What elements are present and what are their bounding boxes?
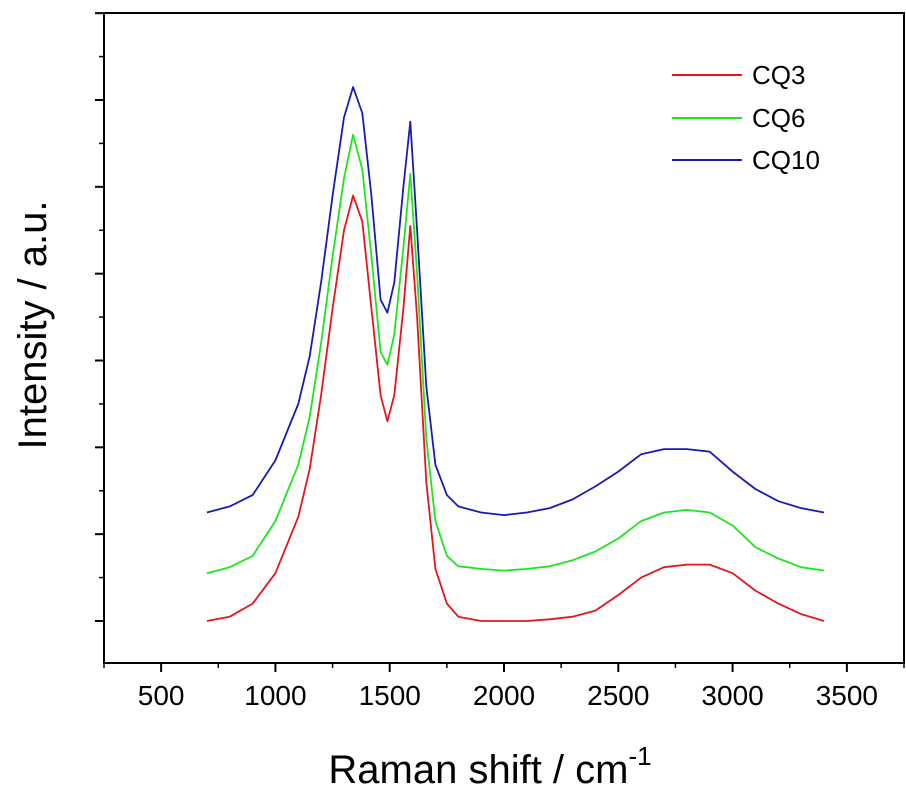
x-tick-label: 3000 (701, 680, 763, 711)
legend-label-cq6: CQ6 (752, 103, 805, 133)
x-axis-title-text: Raman shift / cm (328, 748, 628, 789)
x-tick-label: 1000 (244, 680, 306, 711)
series-layer (206, 86, 825, 622)
legend-label-cq10: CQ10 (752, 145, 820, 175)
legend-label-cq3: CQ3 (752, 60, 805, 90)
x-axis-title-superscript: -1 (628, 741, 651, 771)
x-tick-label: 1500 (359, 680, 421, 711)
series-line-cq6 (206, 133, 825, 575)
x-tick-label: 2500 (587, 680, 649, 711)
y-axis-ticks (95, 12, 104, 622)
legend: CQ3 CQ6 CQ10 (672, 60, 820, 175)
series-line-cq3 (206, 194, 825, 622)
x-tick-label: 2000 (473, 680, 535, 711)
x-tick-label: 3500 (816, 680, 878, 711)
series-line-cq10 (206, 86, 825, 516)
x-axis-ticks: 500 1000 1500 2000 2500 3000 3500 (103, 663, 905, 711)
x-axis-title: Raman shift / cm-1 (328, 741, 651, 789)
x-tick-label: 500 (138, 680, 185, 711)
y-axis-title: Intensity / a.u. (11, 200, 55, 449)
